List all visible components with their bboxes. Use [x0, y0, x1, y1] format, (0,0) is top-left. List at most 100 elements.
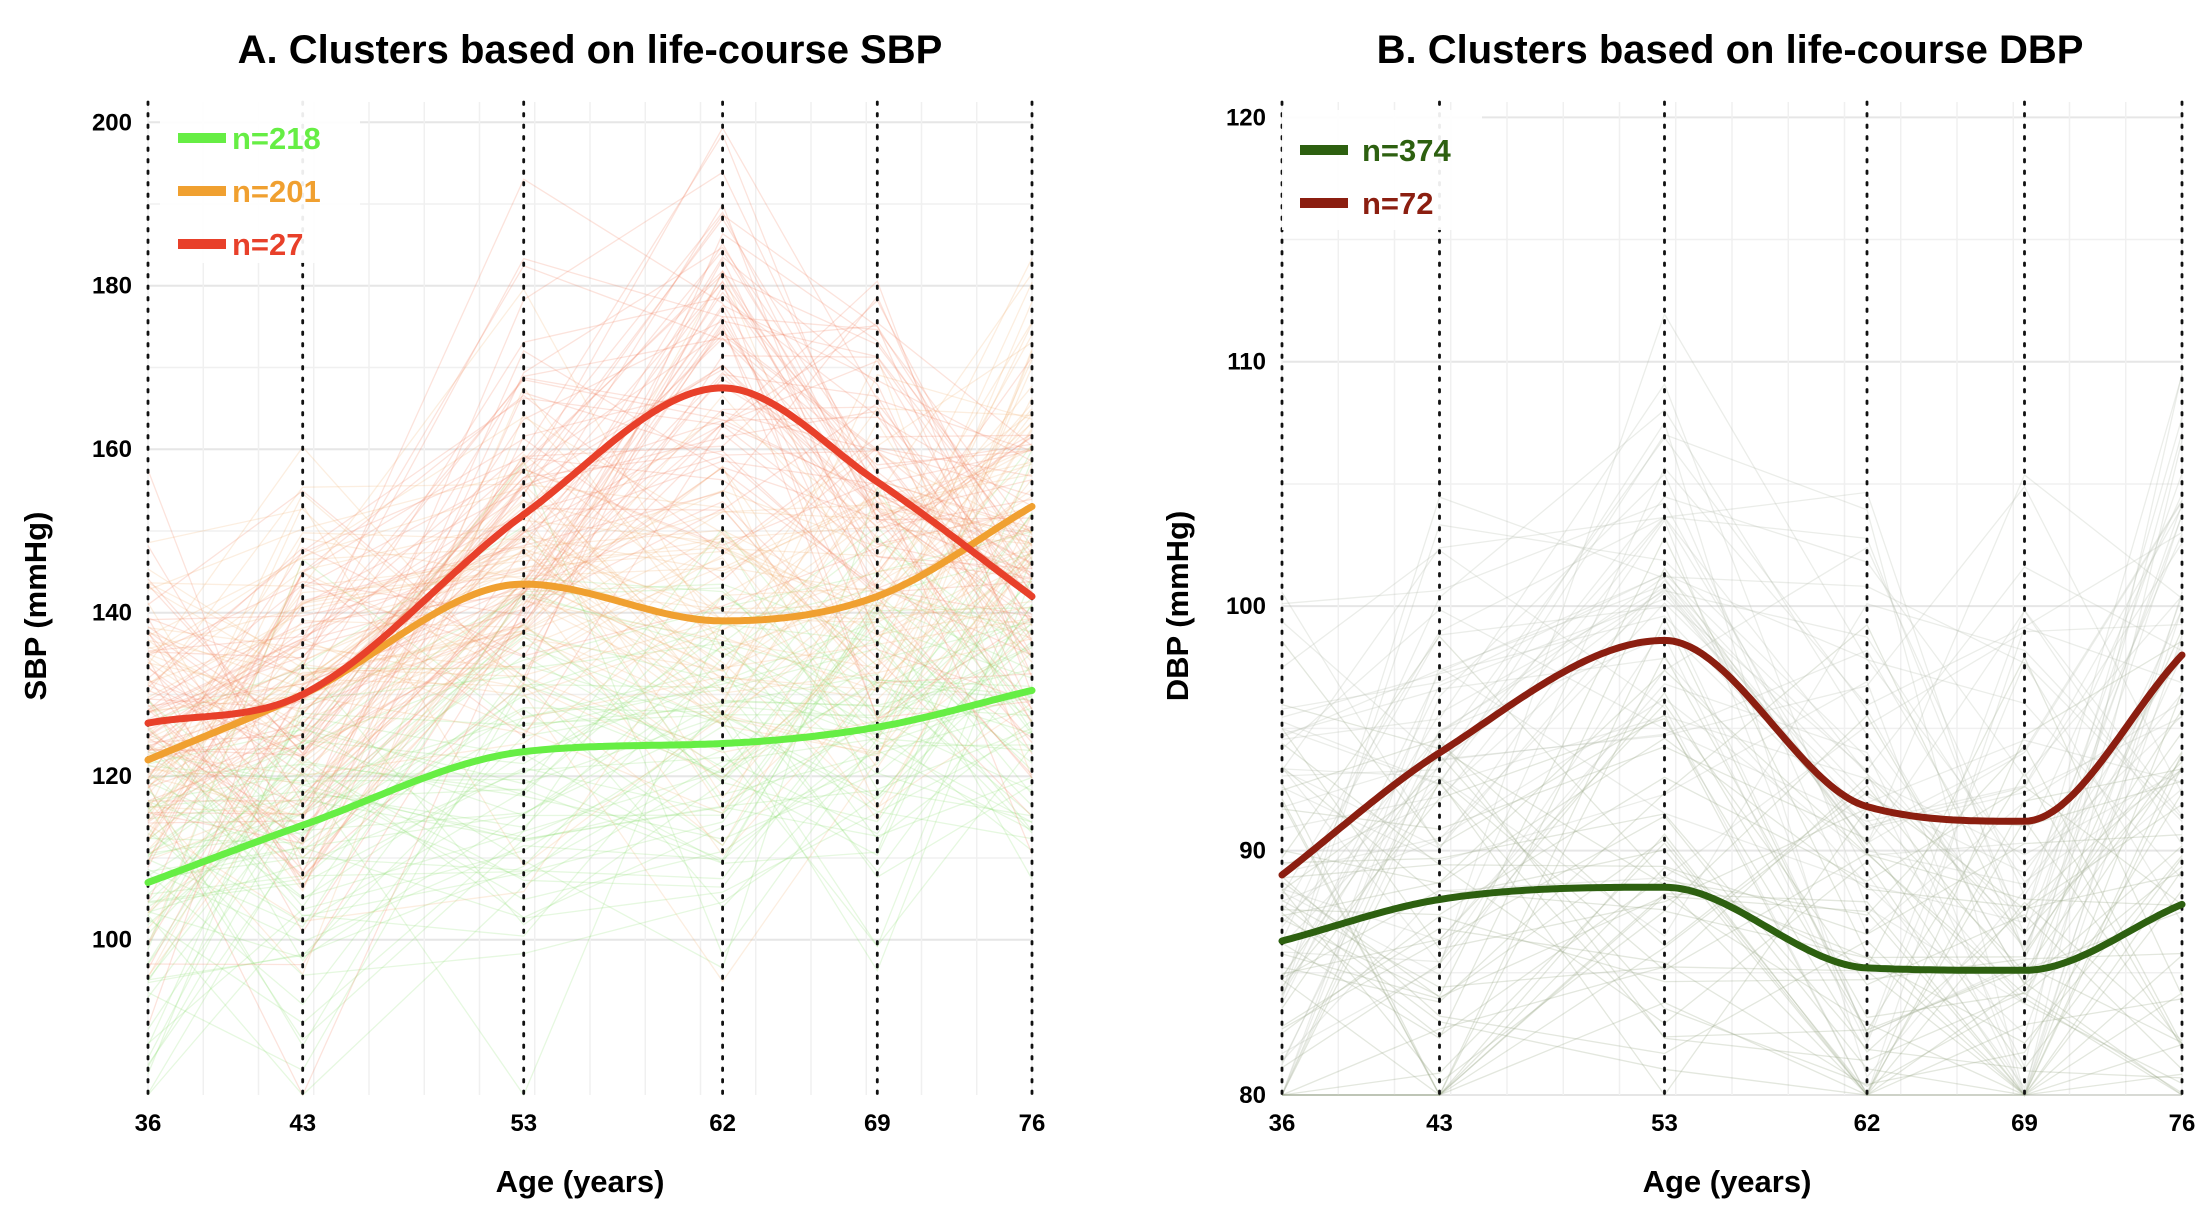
- series-line-n=27: [144, 384, 1036, 727]
- individual-trajectory: [1282, 791, 2183, 1096]
- individual-trajectory: [147, 350, 1033, 983]
- individual-trajectory: [147, 337, 1033, 789]
- individual-trajectory: [1281, 666, 2183, 1096]
- individual-trajectory: [1281, 776, 2183, 916]
- panel-b: B. Clusters based on life-course DBP Age…: [1160, 28, 2195, 1199]
- series-line-n=72: [1278, 636, 2186, 879]
- individual-trajectory: [147, 510, 1033, 690]
- individual-trajectory: [147, 577, 1033, 1066]
- individual-trajectory: [147, 490, 1033, 742]
- individual-trajectory: [147, 601, 1033, 861]
- x-tick-labels: 36 43 53 62 69 76: [1269, 1110, 2196, 1137]
- individual-trajectory: [147, 273, 1033, 714]
- individual-trajectory: [1281, 767, 2183, 1096]
- individual-trajectory: [1281, 703, 2183, 1070]
- individual-trajectory: [147, 459, 1033, 1068]
- x-tick-label: 53: [1651, 1110, 1678, 1137]
- individual-trajectory: [1281, 855, 2183, 1084]
- individual-trajectory: [147, 507, 1033, 777]
- individual-trajectory: [147, 416, 1033, 745]
- legend-label: n=72: [1362, 186, 1434, 221]
- individual-trajectory: [147, 394, 1033, 862]
- individual-trajectory: [147, 587, 1033, 765]
- individual-trajectory: [147, 468, 1033, 751]
- individual-trajectory: [1281, 782, 2183, 1038]
- individual-trajectory: [1281, 636, 2183, 1046]
- individual-trajectory: [147, 761, 1033, 895]
- individual-trajectory: [147, 406, 1033, 806]
- individual-trajectory: [147, 628, 1033, 976]
- individual-trajectory: [1282, 833, 2183, 1097]
- individual-trajectory: [1281, 635, 2183, 1097]
- individual-trajectory: [147, 213, 1033, 714]
- individual-trajectory: [147, 577, 1033, 919]
- individual-trajectory: [147, 321, 1033, 851]
- y-tick-labels: 80 90 100 110 120: [1226, 104, 1266, 1109]
- individual-trajectory: [147, 707, 1033, 948]
- individual-trajectory: [1281, 374, 2183, 923]
- individual-trajectory: [1281, 567, 2183, 1084]
- legend-label: n=374: [1362, 133, 1452, 168]
- individual-trajectory: [1281, 915, 2183, 1034]
- individual-trajectory: [147, 651, 1033, 962]
- individual-trajectory: [147, 306, 1033, 739]
- individual-trajectory: [147, 461, 1033, 914]
- individual-trajectory: [147, 304, 1033, 701]
- individual-trajectory: [147, 256, 1033, 750]
- individual-trajectory: [147, 217, 1033, 854]
- individual-trajectory: [147, 466, 1033, 966]
- cluster-curves: [144, 384, 1036, 886]
- individual-trajectory: [1281, 524, 2183, 1001]
- individual-trajectory: [147, 681, 1033, 1024]
- individual-trajectory: [1281, 765, 2183, 1096]
- individual-trajectory: [147, 536, 1033, 769]
- individual-trajectory: [1281, 623, 2183, 1003]
- individual-trajectory: [147, 673, 1033, 1096]
- individual-trajectory: [1281, 626, 2183, 963]
- individual-trajectory: [147, 541, 1033, 841]
- individual-trajectory: [147, 291, 1033, 970]
- individual-trajectory: [147, 366, 1033, 754]
- individual-trajectory: [1281, 436, 2183, 1063]
- individual-trajectory: [147, 378, 1033, 755]
- individual-trajectory: [147, 386, 1033, 893]
- individual-trajectory: [147, 587, 1033, 908]
- individual-trajectory: [147, 385, 1033, 859]
- individual-trajectory: [1281, 584, 2183, 1003]
- individual-trajectory: [1281, 753, 2183, 1086]
- individual-trajectory: [147, 285, 1033, 817]
- legend: n=218 n=201 n=27: [178, 121, 321, 262]
- individual-trajectory: [1281, 717, 2183, 1054]
- individual-trajectory: [147, 377, 1033, 659]
- individual-trajectory: [147, 530, 1033, 886]
- individual-trajectory: [147, 423, 1033, 796]
- individual-trajectory: [147, 607, 1033, 917]
- legend-label: n=201: [232, 174, 321, 209]
- individual-trajectory: [147, 299, 1033, 759]
- individual-trajectory: [1281, 737, 2183, 1062]
- individual-trajectory: [147, 273, 1033, 976]
- y-tick-label: 120: [1226, 104, 1266, 131]
- individual-trajectory: [147, 414, 1033, 736]
- individual-trajectory: [147, 512, 1033, 856]
- individual-trajectory: [1281, 473, 2183, 922]
- individual-trajectory: [1282, 752, 2183, 1096]
- individual-trajectory: [147, 416, 1033, 667]
- individual-trajectory: [147, 397, 1033, 861]
- individual-trajectory: [147, 269, 1033, 679]
- individual-trajectory: [147, 506, 1033, 776]
- individual-trajectory: [147, 588, 1033, 924]
- individual-trajectory: [147, 508, 1033, 720]
- individual-trajectory: [147, 280, 1033, 779]
- y-tick-label: 90: [1239, 838, 1266, 865]
- individual-trajectory: [147, 620, 1033, 908]
- individual-trajectory: [1281, 590, 2183, 1066]
- individual-trajectory: [147, 232, 1033, 876]
- individual-trajectory: [147, 500, 1033, 881]
- x-tick-label: 62: [709, 1110, 736, 1137]
- individual-trajectory: [1281, 635, 2183, 1045]
- individual-trajectory: [1281, 842, 2183, 1096]
- individual-trajectory: [147, 486, 1033, 969]
- individual-trajectory: [1281, 869, 2183, 1096]
- cluster-curves: [1278, 636, 2186, 974]
